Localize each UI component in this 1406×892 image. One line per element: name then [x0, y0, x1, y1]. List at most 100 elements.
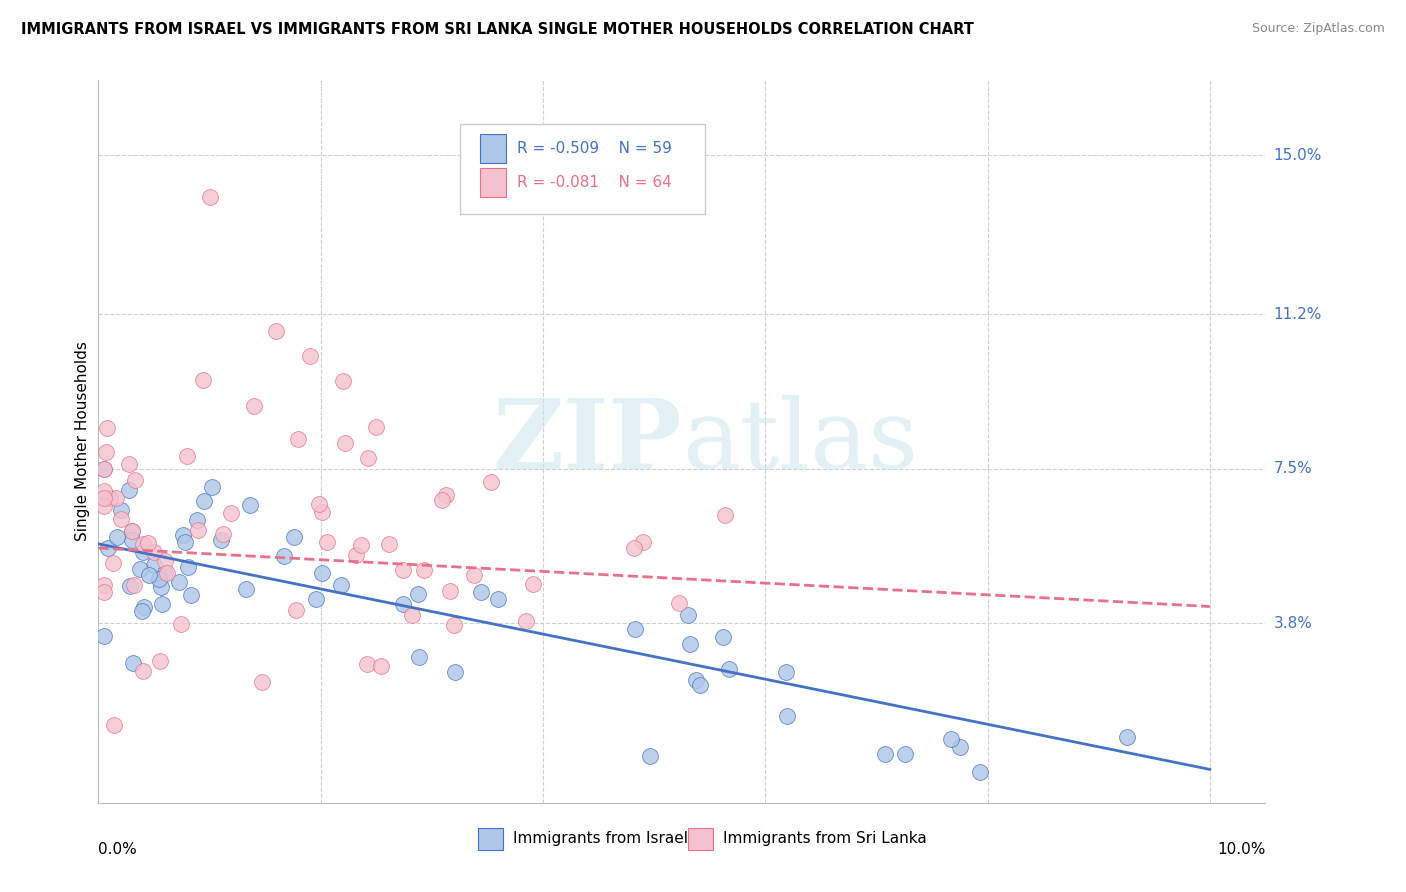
Point [676, 608, 699, 623]
Point [434, 488, 457, 502]
Point [711, 631, 734, 645]
Point [174, 535, 197, 549]
Point [470, 585, 492, 599]
Point [121, 533, 143, 547]
Point [685, 673, 707, 687]
Point [107, 530, 129, 544]
Point [110, 512, 132, 526]
Point [186, 513, 208, 527]
Text: Immigrants from Israel: Immigrants from Israel [513, 831, 688, 847]
Point [101, 556, 124, 570]
Point [118, 483, 141, 497]
Point [124, 474, 146, 488]
Point [187, 523, 209, 537]
Point [439, 584, 461, 599]
Point [287, 433, 309, 447]
Point [143, 545, 166, 559]
FancyBboxPatch shape [460, 124, 706, 214]
Point [148, 572, 170, 586]
Point [211, 527, 233, 541]
Text: Immigrants from Sri Lanka: Immigrants from Sri Lanka [723, 831, 927, 847]
Point [132, 600, 155, 615]
Point [93, 484, 115, 499]
Point [969, 764, 991, 779]
Text: 15.0%: 15.0% [1274, 148, 1322, 163]
Bar [479, 135, 506, 163]
Point [156, 566, 179, 580]
Point [631, 534, 654, 549]
Point [149, 654, 172, 668]
Text: 11.2%: 11.2% [1274, 307, 1322, 322]
Point [668, 596, 690, 610]
Point [713, 508, 735, 522]
Point [93, 462, 115, 476]
Point [392, 563, 415, 577]
Point [623, 622, 645, 636]
Point [94, 444, 117, 458]
Point [486, 591, 509, 606]
Point [153, 553, 176, 567]
Point [235, 582, 257, 597]
Point [311, 505, 333, 519]
Point [335, 436, 357, 450]
Text: R = -0.509    N = 59: R = -0.509 N = 59 [517, 142, 672, 156]
Bar [688, 828, 713, 850]
Point [894, 747, 917, 761]
Point [239, 498, 262, 512]
Point [357, 450, 380, 465]
Point [138, 568, 160, 582]
Point [93, 585, 115, 599]
Point [143, 558, 166, 572]
Point [776, 709, 799, 723]
Point [98, 491, 121, 505]
Point [150, 597, 173, 611]
Point [284, 603, 307, 617]
Point [149, 580, 172, 594]
Point [350, 538, 373, 552]
Point [283, 530, 305, 544]
Point [136, 536, 159, 550]
Point [132, 664, 155, 678]
Point [391, 597, 413, 611]
Point [941, 731, 963, 746]
Point [129, 562, 152, 576]
Point [252, 674, 274, 689]
Text: atlas: atlas [682, 394, 918, 489]
Point [515, 614, 537, 628]
Point [366, 420, 388, 434]
Point [873, 747, 896, 762]
Point [176, 449, 198, 463]
Point [638, 748, 661, 763]
Bar [478, 828, 503, 850]
Point [103, 718, 125, 732]
Point [949, 739, 972, 754]
Text: IMMIGRANTS FROM ISRAEL VS IMMIGRANTS FROM SRI LANKA SINGLE MOTHER HOUSEHOLDS COR: IMMIGRANTS FROM ISRAEL VS IMMIGRANTS FRO… [21, 22, 974, 37]
Point [717, 662, 740, 676]
Point [110, 503, 132, 517]
Point [344, 548, 367, 562]
Point [105, 491, 128, 506]
Point [93, 461, 115, 475]
Point [121, 524, 143, 539]
Point [463, 568, 485, 582]
Point [132, 537, 155, 551]
Point [170, 616, 193, 631]
Point [243, 399, 266, 413]
Point [177, 560, 200, 574]
Bar [479, 169, 506, 197]
Point [118, 457, 141, 471]
Point [443, 617, 465, 632]
Point [356, 657, 378, 672]
Point [432, 492, 454, 507]
Point [298, 349, 321, 363]
Text: R = -0.081    N = 64: R = -0.081 N = 64 [517, 176, 672, 190]
Point [304, 591, 326, 606]
Point [332, 374, 354, 388]
Point [406, 587, 429, 601]
Text: 0.0%: 0.0% [98, 842, 138, 856]
Point [316, 535, 339, 549]
Point [191, 373, 214, 387]
Point [96, 421, 118, 435]
Point [623, 541, 645, 555]
Point [370, 659, 392, 673]
